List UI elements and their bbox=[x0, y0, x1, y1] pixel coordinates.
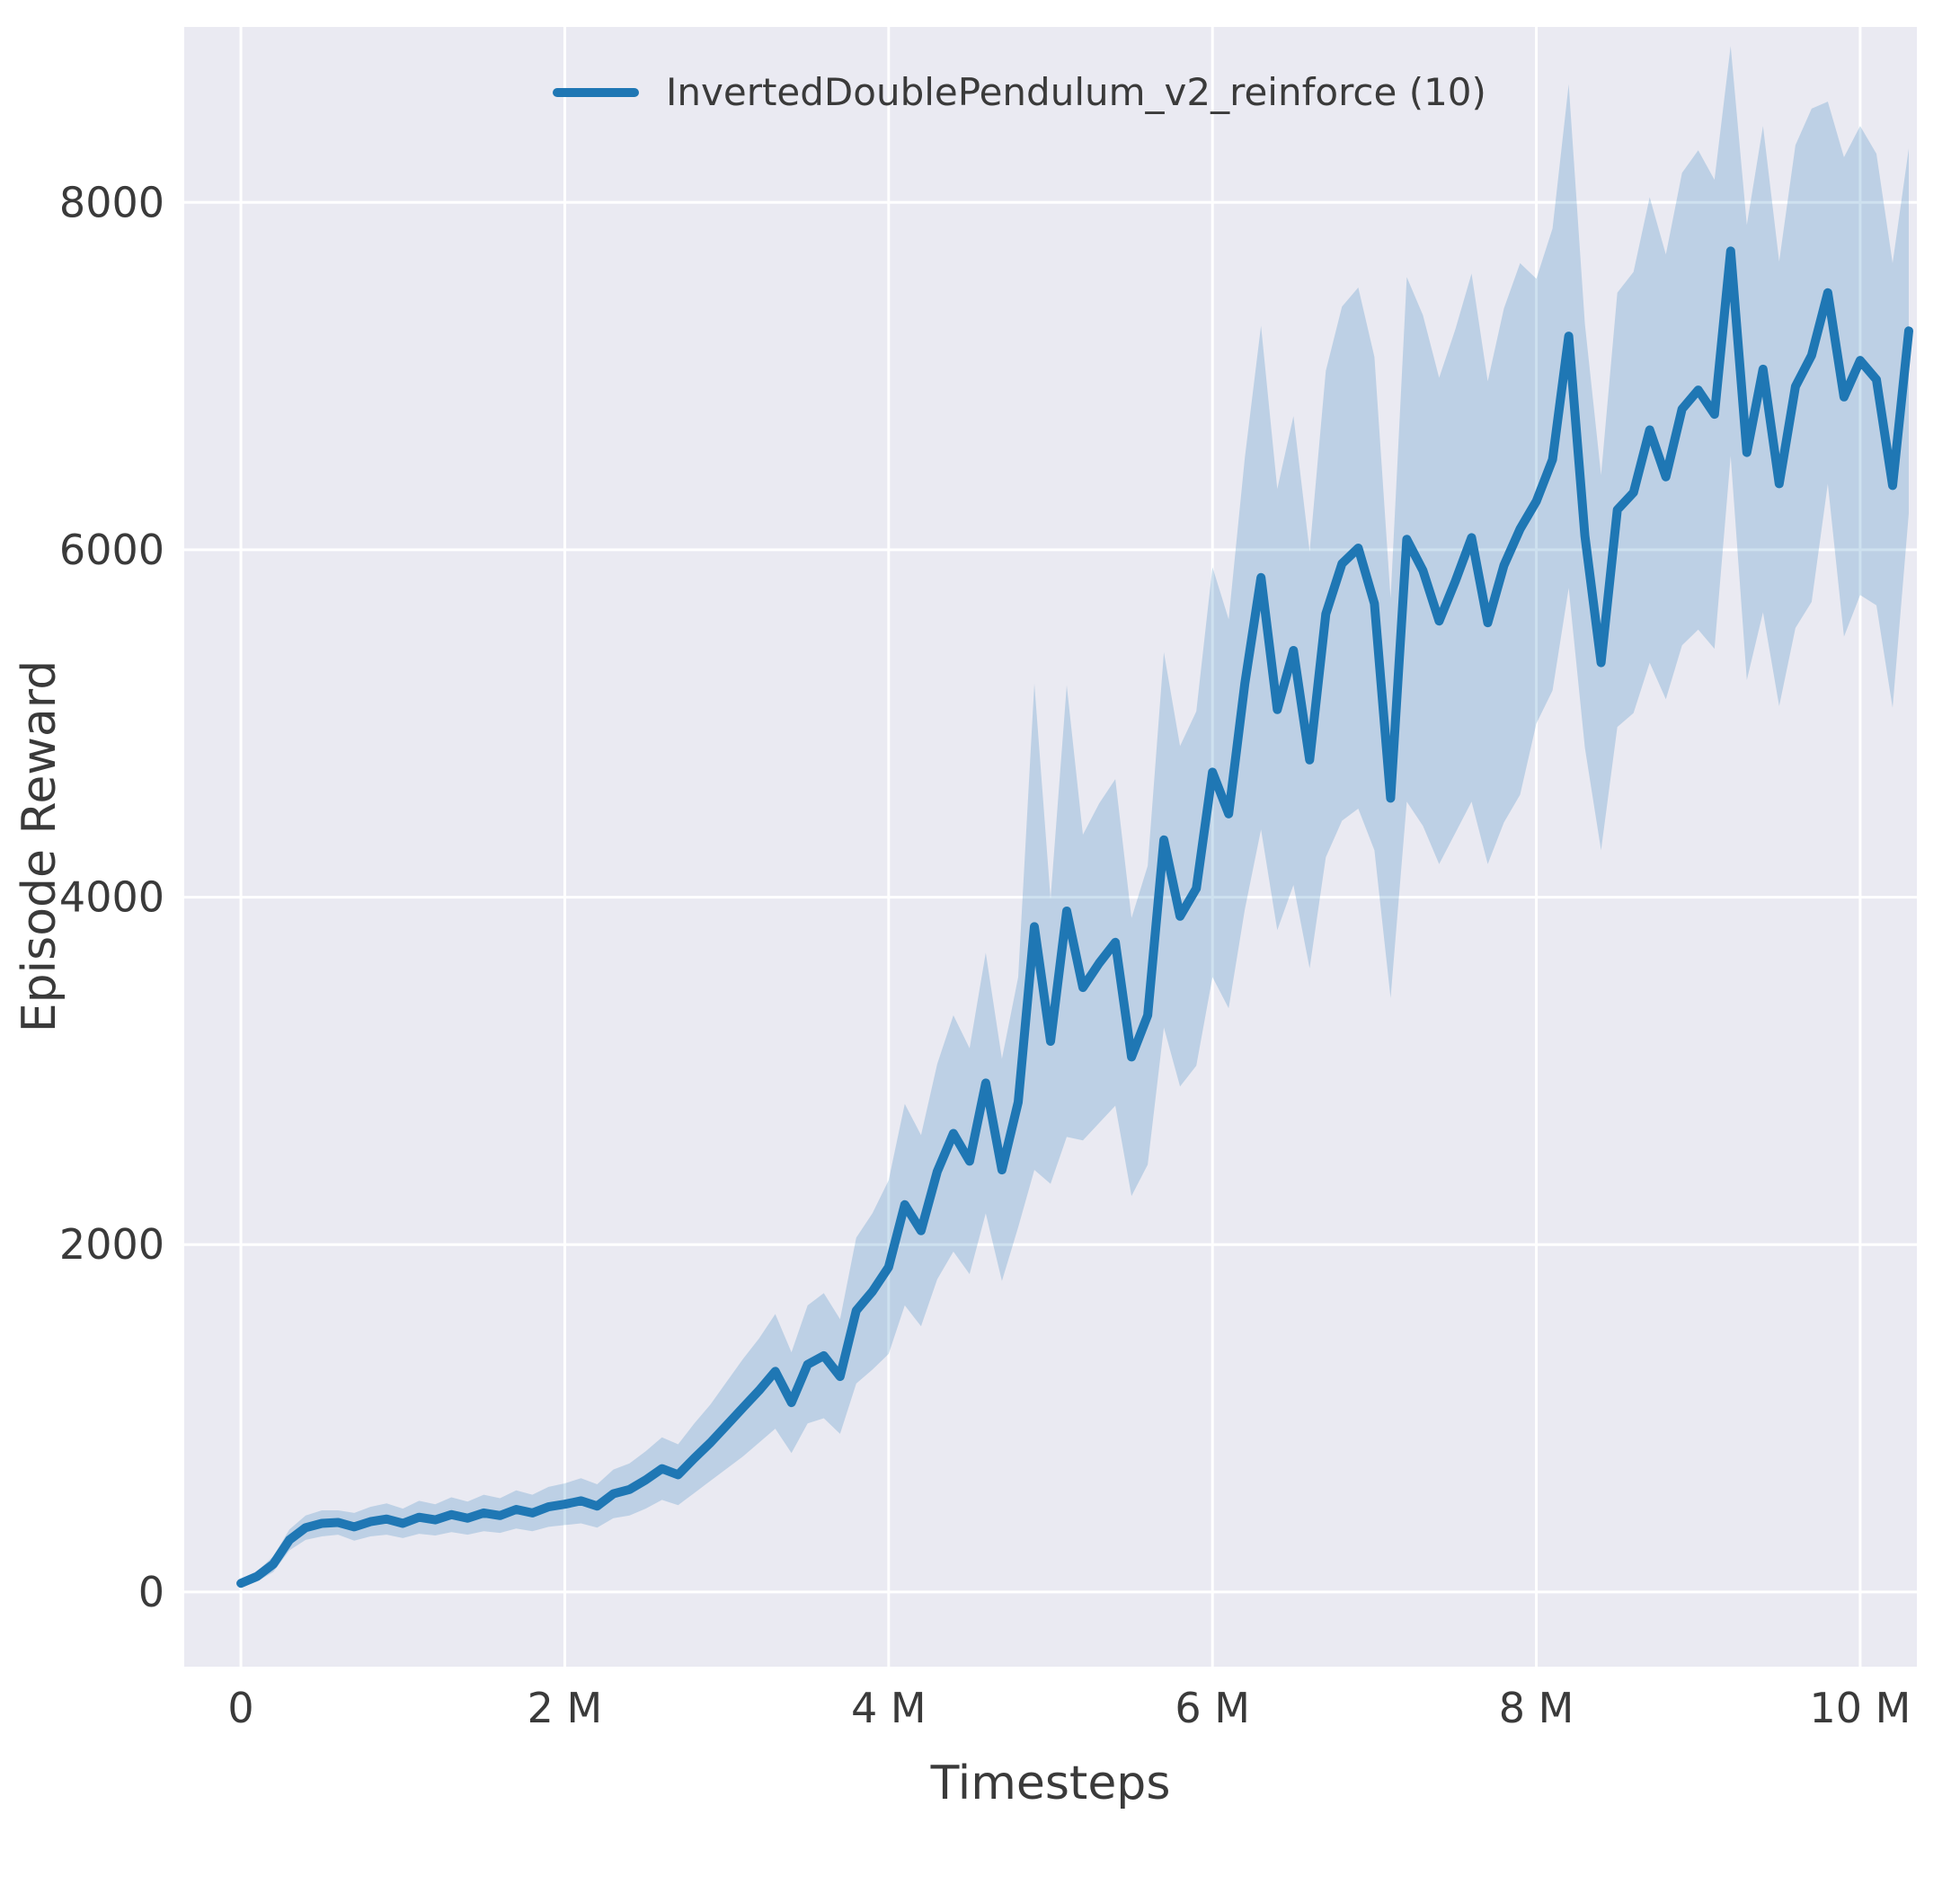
x-tick-label: 10 M bbox=[1810, 1684, 1911, 1732]
x-tick-label: 6 M bbox=[1175, 1684, 1250, 1732]
confidence-band bbox=[241, 46, 1910, 1588]
y-tick-label: 6000 bbox=[59, 526, 164, 574]
series-line bbox=[236, 246, 1913, 1589]
x-tick-label: 8 M bbox=[1499, 1684, 1574, 1732]
x-axis-label: Timesteps bbox=[930, 1757, 1171, 1810]
y-tick-label: 2000 bbox=[59, 1220, 164, 1269]
legend: InvertedDoublePendulum_v2_reinforce (10) bbox=[553, 70, 1486, 114]
legend-label: InvertedDoublePendulum_v2_reinforce (10) bbox=[666, 70, 1486, 114]
plot-area bbox=[184, 27, 1917, 1667]
y-tick-label: 4000 bbox=[59, 873, 164, 922]
x-tick-label: 4 M bbox=[851, 1684, 927, 1732]
legend-line-sample-icon bbox=[553, 87, 639, 97]
y-tick-label: 8000 bbox=[59, 178, 164, 226]
x-tick-label: 2 M bbox=[528, 1684, 603, 1732]
y-axis-label: Episode Reward bbox=[13, 659, 67, 1033]
x-tick-label: 0 bbox=[227, 1684, 253, 1732]
y-tick-label: 0 bbox=[138, 1568, 164, 1616]
